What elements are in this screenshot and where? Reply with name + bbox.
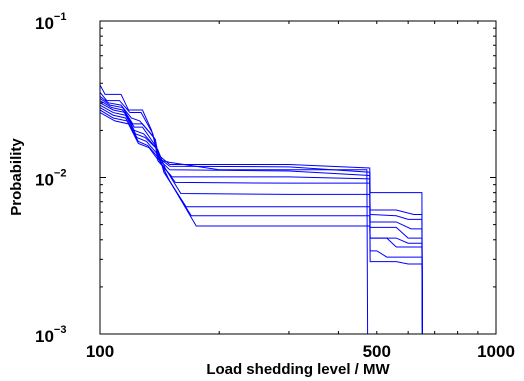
series-line-3 xyxy=(100,95,423,334)
series-line-1 xyxy=(100,84,423,334)
ticks-layer xyxy=(99,20,497,335)
series-line-5 xyxy=(100,100,423,334)
y-tick-label: 10−1 xyxy=(35,11,66,33)
x-tick-label: 500 xyxy=(363,342,391,361)
series-line-2 xyxy=(100,92,423,334)
tick-labels: 100 500 1000 10−1 10−2 10−3 xyxy=(35,11,515,361)
y-tick-label: 10−3 xyxy=(35,324,66,346)
series-layer xyxy=(100,84,423,334)
x-axis-label: Load shedding level / MW xyxy=(206,361,390,378)
series-line-10 xyxy=(100,112,369,334)
x-tick-label: 100 xyxy=(86,342,114,361)
y-tick-label: 10−2 xyxy=(35,168,66,190)
x-tick-label: 1000 xyxy=(477,342,515,361)
series-line-6 xyxy=(100,102,423,334)
y-axis-label: Probability xyxy=(8,138,25,216)
